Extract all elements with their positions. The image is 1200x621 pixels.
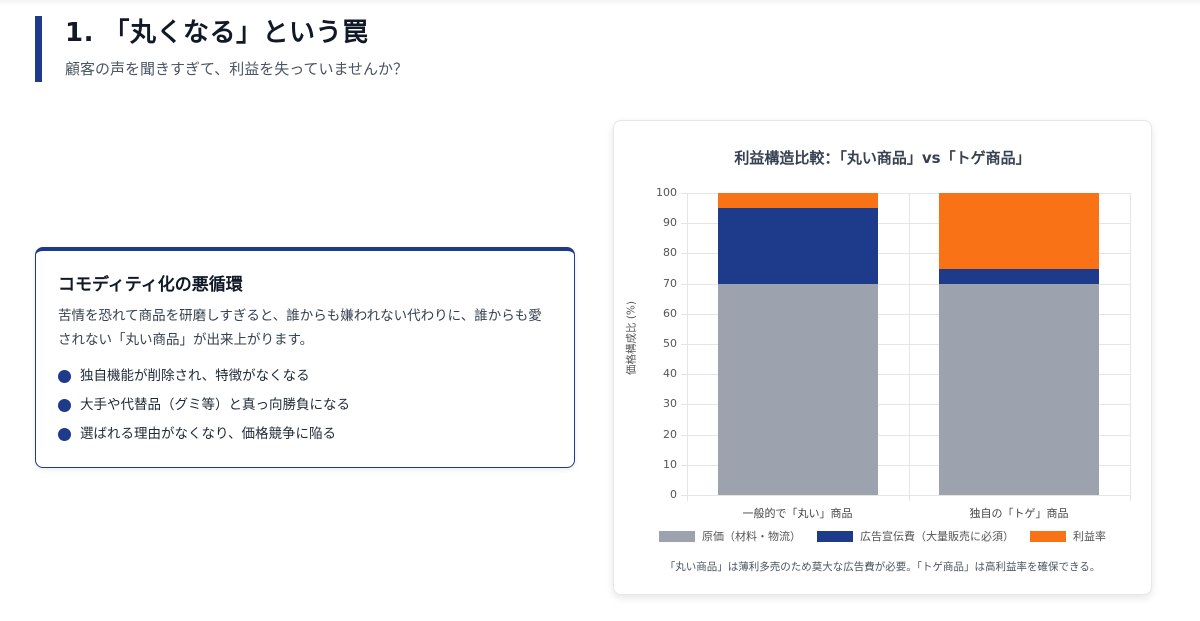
card-body: 苦情を恐れて商品を研磨しすぎると、誰からも嫌われない代わりに、誰からも愛されない… (58, 308, 542, 348)
y-tick-label: 80 (663, 246, 677, 260)
gridline (681, 193, 1130, 194)
stacked-bar (717, 193, 878, 495)
x-tick-label: 一般的で「丸い」商品 (742, 507, 853, 520)
chart-caption: 「丸い商品」は薄利多売のため莫大な広告費が必要。「トゲ商品」は高利益率を確保でき… (664, 561, 1101, 573)
bullet-list: 独自機能が削除され、特徴がなくなる 大手や代替品（グミ等）と真っ向勝負になる 選… (58, 362, 552, 449)
gridline (681, 313, 1130, 315)
page-header: 1. 「丸くなる」という罠 顧客の声を聞きすぎて、利益を失っていませんか？ (35, 16, 408, 82)
legend-item[interactable]: 広告宣伝費（大量販売に必須） (817, 528, 1014, 544)
gridline (681, 223, 1130, 225)
legend-item[interactable]: 原価（材料・物流） (659, 528, 801, 544)
plot-area: 0 10 20 30 40 50 60 70 80 90 100 一般的で「丸い」商品 独自の「トゲ」商… (656, 187, 1131, 520)
gridline (681, 253, 1130, 255)
bullet-dot-icon (58, 399, 71, 412)
gridline (681, 283, 1130, 285)
bullet-dot-icon (58, 370, 71, 383)
legend-label: 広告宣伝費（大量販売に必須） (860, 530, 1014, 543)
y-tick-label: 60 (663, 306, 677, 320)
gridline (681, 495, 1130, 496)
bar-segment (717, 193, 878, 209)
bar-segment (717, 283, 878, 495)
y-tick-label: 10 (663, 457, 677, 471)
bar-segment (939, 193, 1100, 269)
legend-swatch-icon (659, 530, 695, 542)
gridline (681, 374, 1130, 376)
card-title: コモディティ化の悪循環 (58, 275, 243, 295)
x-tick-label: 独自の「トゲ」商品 (969, 507, 1069, 520)
commoditization-card: コモディティ化の悪循環 苦情を恐れて商品を研磨しすぎると、誰からも嫌われない代わ… (35, 247, 575, 468)
y-tick-label: 100 (656, 186, 677, 199)
category-divider (1130, 193, 1131, 501)
legend-swatch-icon (817, 530, 853, 542)
bar-segment (939, 283, 1100, 495)
y-tick-label: 30 (663, 397, 677, 411)
chart-title: 利益構造比較：「丸い商品」vs「トゲ商品」 (734, 149, 1031, 167)
bar-segment (939, 268, 1100, 284)
list-item: 選ばれる理由がなくなり、価格競争に陥る (58, 420, 552, 449)
y-tick-label: 70 (663, 276, 677, 290)
bullet-dot-icon (58, 428, 71, 441)
y-tick-label: 0 (670, 488, 677, 501)
page-title: 1. 「丸くなる」という罠 (65, 18, 369, 48)
legend-swatch-icon (1030, 530, 1066, 542)
gridline (681, 404, 1130, 406)
page-subtitle: 顧客の声を聞きすぎて、利益を失っていませんか？ (65, 60, 409, 78)
legend-label: 原価（材料・物流） (702, 530, 801, 543)
category-divider (908, 193, 910, 501)
chart-card: 利益構造比較：「丸い商品」vs「トゲ商品」 価格構成比 (%) 0 10 20 30 4… (613, 120, 1152, 595)
gridline (681, 434, 1130, 436)
stacked-bar (939, 193, 1100, 495)
top-band (0, 0, 1200, 6)
y-tick-label: 50 (663, 337, 677, 350)
list-item: 大手や代替品（グミ等）と真っ向勝負になる (58, 391, 552, 420)
y-tick-label: 90 (663, 216, 677, 230)
legend-label: 利益率 (1073, 530, 1106, 543)
category-divider (687, 193, 688, 501)
gridline (681, 344, 1130, 345)
y-axis-label: 価格構成比 (%) (625, 300, 638, 376)
chart-legend: 原価（材料・物流） 広告宣伝費（大量販売に必須） 利益率 (614, 528, 1151, 544)
legend-item[interactable]: 利益率 (1030, 528, 1106, 544)
gridline (681, 464, 1130, 466)
bar-segment (717, 208, 878, 284)
y-tick-label: 20 (663, 427, 677, 441)
y-tick-label: 40 (663, 367, 677, 381)
list-item: 独自機能が削除され、特徴がなくなる (58, 362, 552, 391)
